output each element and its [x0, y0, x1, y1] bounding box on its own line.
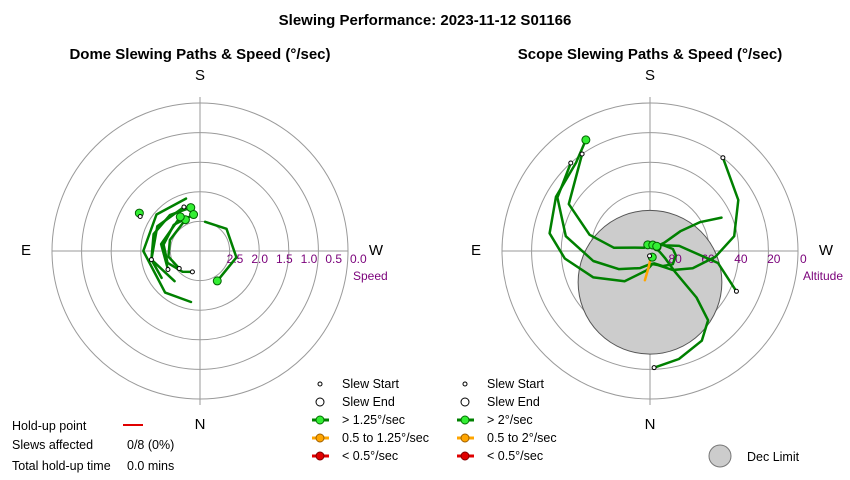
- dome-slew-path: [167, 218, 187, 270]
- figure-title: Slewing Performance: 2023-11-12 S01166: [279, 12, 572, 29]
- scope-direction-right: W: [819, 242, 834, 259]
- dome-slew-end-marker: [189, 210, 199, 220]
- scope-slew-end-marker: [581, 135, 591, 145]
- scope-polar-plot: Scope Slewing Paths & Speed (°/sec) S N …: [471, 46, 843, 433]
- dome-speed-ticks: 2.5 2.0 1.5 1.0 0.5 0.0: [227, 252, 367, 266]
- holdup-time-label: Total hold-up time: [12, 459, 111, 473]
- dome-slew-path: [159, 215, 182, 271]
- scope-slew-start-marker: [579, 151, 585, 157]
- dome-tick-label: 0.0: [350, 252, 367, 266]
- legend-fast-marker: [460, 415, 470, 425]
- slews-affected-label: Slews affected: [12, 438, 93, 452]
- scope-tick-label: 20: [767, 252, 781, 266]
- dome-slew-start-marker: [176, 265, 182, 271]
- dome-tick-label: 1.0: [301, 252, 318, 266]
- legend-fast-label: > 2°/sec: [487, 413, 533, 427]
- scope-tick-label: 0: [800, 252, 807, 266]
- scope-plot-title: Scope Slewing Paths & Speed (°/sec): [518, 46, 782, 63]
- dome-radial-axis-name: Speed: [353, 269, 388, 283]
- legend-slow-marker: [315, 451, 325, 461]
- dome-legend: Slew Start Slew End > 1.25°/sec 0.5 to 1…: [312, 377, 429, 463]
- legend-end-label: Slew End: [342, 395, 395, 409]
- legend-start-label: Slew Start: [342, 377, 399, 391]
- scope-radial-axis-name: Altitude: [803, 269, 843, 283]
- dome-slew-path: [150, 205, 186, 283]
- legend-medium-marker: [460, 433, 470, 443]
- dome-direction-bottom: N: [195, 416, 206, 433]
- dome-slew-start-marker: [148, 257, 154, 263]
- dome-slew-path: [142, 197, 193, 304]
- legend-medium-label: 0.5 to 1.25°/sec: [342, 431, 429, 445]
- legend-dec-limit-marker: [708, 444, 732, 468]
- dome-polar-plot: Dome Slewing Paths & Speed (°/sec) S N E…: [21, 46, 388, 433]
- dome-slew-path: [203, 220, 238, 283]
- legend-fast-marker: [315, 415, 325, 425]
- scope-direction-left: E: [471, 242, 481, 259]
- scope-slew-start-marker: [720, 155, 726, 161]
- dome-tick-label: 1.5: [276, 252, 293, 266]
- legend-start-marker: [317, 381, 323, 387]
- scope-slew-end-marker: [652, 241, 662, 251]
- dec-limit-region: [577, 209, 723, 355]
- dome-direction-right: W: [369, 242, 384, 259]
- scope-slew-start-marker: [568, 160, 574, 166]
- legend-start-label: Slew Start: [487, 377, 544, 391]
- legend-fast-label: > 1.25°/sec: [342, 413, 405, 427]
- legend-slow-label: < 0.5°/sec: [342, 449, 398, 463]
- legend-medium-label: 0.5 to 2°/sec: [487, 431, 557, 445]
- scope-slew-paths: [548, 135, 740, 371]
- dome-plot-title: Dome Slewing Paths & Speed (°/sec): [69, 46, 330, 63]
- legend-medium-marker: [315, 433, 325, 443]
- dome-direction-left: E: [21, 242, 31, 259]
- scope-legend: Slew Start Slew End > 2°/sec 0.5 to 2°/s…: [457, 377, 800, 468]
- legend-slow-marker: [460, 451, 470, 461]
- holdup-time-value: 0.0 mins: [127, 459, 174, 473]
- dome-slew-end-marker: [212, 276, 222, 286]
- legend-end-marker: [315, 397, 325, 407]
- scope-slew-start-marker: [647, 253, 653, 259]
- slews-affected-value: 0/8 (0%): [127, 438, 174, 452]
- scope-direction-top: S: [645, 67, 655, 84]
- legend-end-marker: [460, 397, 470, 407]
- dome-direction-top: S: [195, 67, 205, 84]
- dome-tick-label: 0.5: [325, 252, 342, 266]
- scope-slew-start-marker: [651, 365, 657, 371]
- dome-tick-label: 2.0: [251, 252, 268, 266]
- dome-polar-grid: [51, 97, 349, 405]
- dome-slew-end-marker: [175, 212, 185, 222]
- holdup-summary: Hold-up point Slews affected 0/8 (0%) To…: [12, 419, 174, 473]
- scope-tick-label: 40: [734, 252, 748, 266]
- legend-start-marker: [462, 381, 468, 387]
- dome-slew-start-marker: [165, 267, 171, 272]
- scope-direction-bottom: N: [645, 416, 656, 433]
- dome-slew-start-marker: [181, 204, 187, 210]
- legend-slow-label: < 0.5°/sec: [487, 449, 543, 463]
- dome-slew-start-marker: [137, 213, 143, 219]
- dome-slew-start-marker: [189, 269, 195, 275]
- legend-end-label: Slew End: [487, 395, 540, 409]
- dec-limit-circle: [577, 209, 723, 355]
- scope-slew-start-marker: [733, 288, 739, 294]
- holdup-point-label: Hold-up point: [12, 419, 87, 433]
- legend-dec-limit-label: Dec Limit: [747, 450, 800, 464]
- dome-slew-paths: [134, 197, 238, 304]
